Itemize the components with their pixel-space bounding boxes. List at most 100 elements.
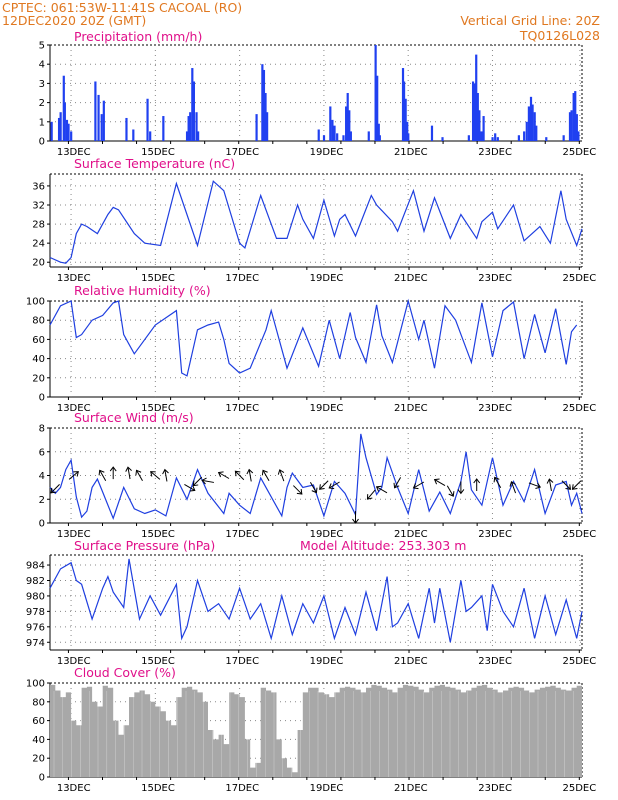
wind-arrow — [571, 480, 582, 490]
cloud-cover-xtick-label: 23DEC — [478, 783, 512, 794]
precipitation-bar — [333, 125, 336, 141]
wind-xtick-label: 25DEC — [562, 529, 596, 540]
precipitation-bar — [102, 100, 105, 141]
wind-arrow-shaft — [413, 481, 425, 489]
wind-arrow — [309, 481, 318, 494]
precipitation-bar — [376, 75, 379, 141]
precipitation-bar — [195, 112, 198, 141]
wind-arrow-shaft — [293, 485, 303, 495]
precipitation-bar — [264, 93, 267, 141]
wind-arrow — [473, 478, 481, 491]
temperature-xtick-label: 15DEC — [141, 273, 175, 284]
precipitation-bar — [187, 116, 190, 141]
precipitation-bar — [562, 135, 565, 141]
precipitation-bar — [336, 133, 339, 141]
wind-arrow-shaft — [235, 470, 245, 481]
pressure-ytick-label: 984 — [26, 561, 45, 572]
precipitation-bar — [57, 117, 61, 141]
precipitation-bar — [331, 119, 334, 141]
precipitation-xtick-label: 13DEC — [57, 147, 91, 158]
wind-arrow-head — [535, 482, 542, 489]
precipitation-bar — [471, 81, 475, 141]
run-time-header: 12DEC2020 20Z (GMT) — [2, 13, 146, 28]
wind-arrow — [393, 477, 402, 489]
wind-arrow-shaft — [262, 470, 270, 481]
precipitation-bar — [67, 123, 70, 141]
temperature-xtick-label: 19DEC — [310, 273, 344, 284]
precipitation-bar — [377, 123, 380, 141]
precipitation-bar — [342, 135, 345, 141]
pressure-xtick-label: 13DEC — [57, 656, 91, 667]
pressure-xtick-label: 23DEC — [478, 656, 512, 667]
cloud-cover-ytick-label: 80 — [32, 697, 45, 708]
precipitation-ytick-label: 1 — [39, 117, 45, 128]
cloud-cover-xtick-label: 13DEC — [57, 783, 91, 794]
precipitation-bar — [575, 114, 578, 141]
pressure-ytick-label: 978 — [26, 607, 45, 618]
wind-arrow — [150, 471, 161, 480]
wind-arrow — [446, 485, 455, 497]
precipitation-bar — [574, 91, 577, 141]
wind-arrow — [509, 480, 517, 494]
precipitation-bar — [185, 131, 189, 141]
pressure-xtick-label: 25DEC — [562, 656, 596, 667]
humidity-series-line — [49, 298, 578, 377]
precipitation-bar — [535, 125, 538, 141]
precipitation-bar — [480, 131, 483, 141]
cloud-cover-area — [50, 684, 582, 777]
precipitation-bar — [59, 112, 62, 141]
precipitation-bar — [65, 119, 69, 141]
cloud-cover-xtick-label: 17DEC — [225, 783, 259, 794]
precipitation-bar — [491, 137, 494, 141]
wind-arrow-shaft — [248, 469, 252, 482]
wind-arrow-head — [261, 469, 268, 476]
wind-arrow — [192, 476, 203, 487]
precipitation-bar — [478, 110, 481, 141]
temperature-series-line — [49, 180, 583, 264]
humidity-ytick-label: 20 — [32, 373, 45, 384]
wind-arrow-shaft — [561, 480, 571, 490]
precipitation-bar — [374, 45, 377, 141]
cloud-cover-ytick-label: 0 — [39, 773, 45, 784]
wind-arrow-head — [352, 518, 359, 524]
wind-arrow-head — [201, 477, 207, 485]
precipitation-bar — [441, 137, 444, 141]
wind-title: Surface Wind (m/s) — [74, 410, 194, 425]
precipitation-bar — [322, 135, 326, 141]
wind-arrow-head — [162, 468, 169, 475]
precipitation-ytick-label: 0 — [39, 137, 45, 148]
cloud-cover-ytick-label: 40 — [32, 735, 45, 746]
precipitation-bar — [475, 54, 478, 141]
temperature-xtick-label: 25DEC — [562, 273, 596, 284]
precipitation-bar — [517, 135, 520, 141]
humidity-xtick-label: 15DEC — [141, 403, 175, 414]
wind-arrow-head — [135, 469, 142, 476]
precipitation-bar — [189, 112, 192, 141]
pressure-series-line — [49, 558, 583, 643]
wind-arrow-head — [546, 478, 554, 484]
precipitation-bar — [162, 116, 165, 141]
wind-arrow-shaft — [184, 483, 196, 491]
pressure-xtick-label: 15DEC — [141, 656, 175, 667]
cloud-cover-xtick-label: 19DEC — [310, 783, 344, 794]
wind-arrow-shaft — [446, 485, 454, 497]
temperature-ytick-label: 32 — [32, 201, 45, 212]
wind-arrow — [184, 483, 196, 492]
cloud-cover-ytick-label: 20 — [32, 754, 45, 765]
wind-arrow — [293, 485, 303, 495]
temperature-xtick-label: 21DEC — [394, 273, 428, 284]
precipitation-ytick-label: 3 — [39, 79, 45, 90]
precipitation-bar — [50, 121, 53, 141]
precipitation-ytick-label: 5 — [39, 41, 45, 52]
cloud-cover-ytick-label: 60 — [32, 716, 45, 727]
pressure-xtick-label: 19DEC — [310, 656, 344, 667]
humidity-title: Relative Humidity (%) — [74, 283, 211, 298]
wind-arrow-shaft — [528, 482, 541, 488]
humidity-ytick-label: 80 — [32, 316, 45, 327]
precipitation-bar — [476, 93, 479, 141]
wind-arrow — [375, 485, 388, 494]
precipitation-bar — [529, 96, 533, 141]
wind-arrow-head — [571, 484, 578, 490]
wind-arrow-head — [565, 484, 572, 490]
precipitation-bar — [348, 110, 351, 141]
